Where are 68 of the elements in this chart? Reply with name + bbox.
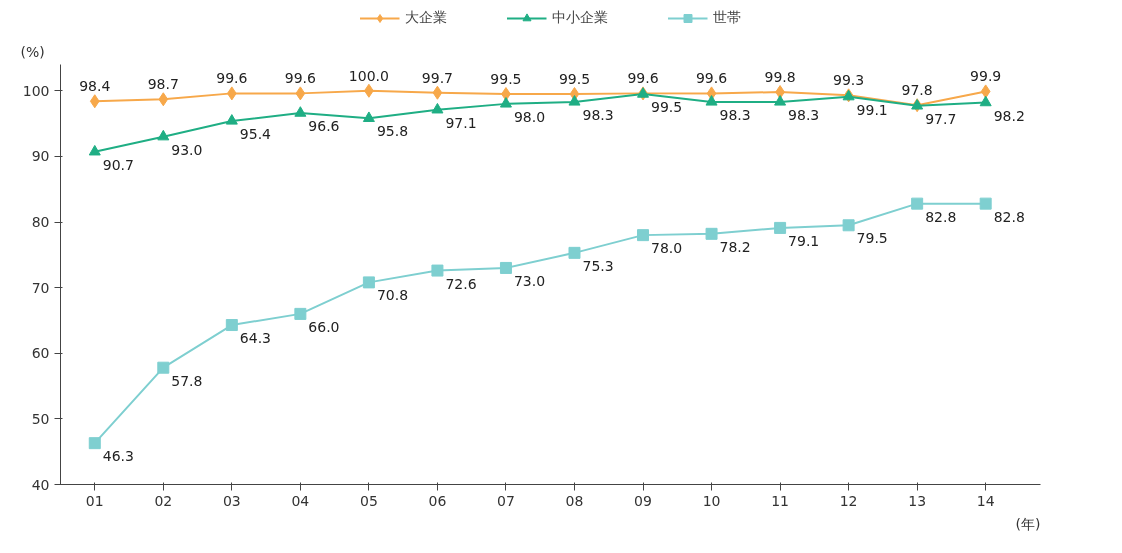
- data-label: 100.0: [348, 67, 389, 84]
- data-label: 99.5: [651, 99, 683, 116]
- data-label: 98.4: [79, 78, 111, 95]
- x-tick-label: 07: [497, 492, 515, 509]
- data-label: 79.5: [856, 230, 888, 247]
- data-label: 90.7: [102, 156, 134, 173]
- data-label: 78.2: [719, 238, 751, 255]
- x-tick-label: 05: [359, 492, 378, 509]
- legend-label: 大企業: [404, 9, 447, 27]
- x-tick-label: 02: [154, 492, 173, 509]
- data-label: 70.8: [376, 287, 409, 304]
- y-axis-title: (%): [20, 43, 45, 60]
- data-label: 79.1: [788, 232, 820, 249]
- data-label: 72.6: [445, 275, 477, 292]
- data-label: 82.8: [925, 208, 957, 225]
- data-label: 99.6: [627, 70, 659, 87]
- y-tick-label: 60: [31, 345, 50, 362]
- data-label: 98.2: [993, 107, 1025, 124]
- data-label: 99.3: [833, 72, 865, 89]
- data-label: 57.8: [171, 372, 203, 389]
- data-label: 98.0: [513, 108, 546, 125]
- x-axis-title: (年): [1015, 515, 1041, 532]
- data-label: 99.9: [970, 68, 1002, 85]
- data-label: 99.5: [558, 71, 591, 88]
- data-label: 99.5: [490, 71, 522, 88]
- y-tick-label: 70: [31, 279, 50, 296]
- data-label: 64.3: [239, 330, 271, 347]
- data-label: 93.0: [171, 141, 203, 158]
- x-tick-label: 03: [222, 492, 241, 509]
- data-label: 97.1: [445, 114, 477, 131]
- data-label: 98.3: [788, 106, 820, 123]
- x-tick-label: 04: [291, 492, 310, 509]
- y-tick-label: 80: [31, 214, 50, 230]
- data-label: 99.7: [421, 69, 454, 86]
- data-label: 99.8: [764, 69, 796, 86]
- x-tick-label: 10: [702, 492, 721, 509]
- y-tick-label: 50: [31, 410, 50, 427]
- x-tick-label: 13: [908, 492, 927, 509]
- x-tick-label: 08: [565, 492, 584, 509]
- data-label: 99.6: [695, 70, 728, 87]
- data-label: 73.0: [513, 272, 546, 289]
- data-label: 97.7: [925, 110, 957, 127]
- data-label: 98.3: [582, 106, 614, 123]
- x-tick-label: 11: [771, 492, 789, 509]
- y-tick-label: 40: [31, 476, 50, 493]
- x-tick-label: 14: [976, 492, 995, 509]
- y-tick-label: 90: [31, 148, 50, 165]
- data-label: 98.7: [147, 76, 179, 93]
- data-label: 82.8: [993, 208, 1025, 225]
- data-label: 99.6: [284, 70, 317, 87]
- data-label: 99.1: [856, 101, 888, 118]
- data-label: 97.8: [901, 82, 933, 99]
- data-label: 66.0: [308, 318, 340, 335]
- data-label: 98.3: [719, 106, 751, 123]
- x-tick-label: 01: [85, 492, 104, 509]
- x-tick-label: 12: [839, 492, 858, 509]
- data-label: 96.6: [308, 118, 340, 135]
- data-label: 78.0: [651, 240, 683, 257]
- x-tick-label: 06: [428, 492, 447, 509]
- data-label: 99.6: [216, 70, 248, 87]
- data-label: 95.8: [376, 123, 409, 140]
- data-label: 46.3: [102, 448, 134, 465]
- y-tick-label: 100: [22, 82, 50, 99]
- legend-label: 中小企業: [551, 9, 608, 27]
- legend-label: 世帯: [712, 9, 741, 27]
- data-label: 75.3: [582, 257, 614, 274]
- x-tick-label: 09: [634, 492, 652, 509]
- data-label: 95.4: [239, 125, 272, 142]
